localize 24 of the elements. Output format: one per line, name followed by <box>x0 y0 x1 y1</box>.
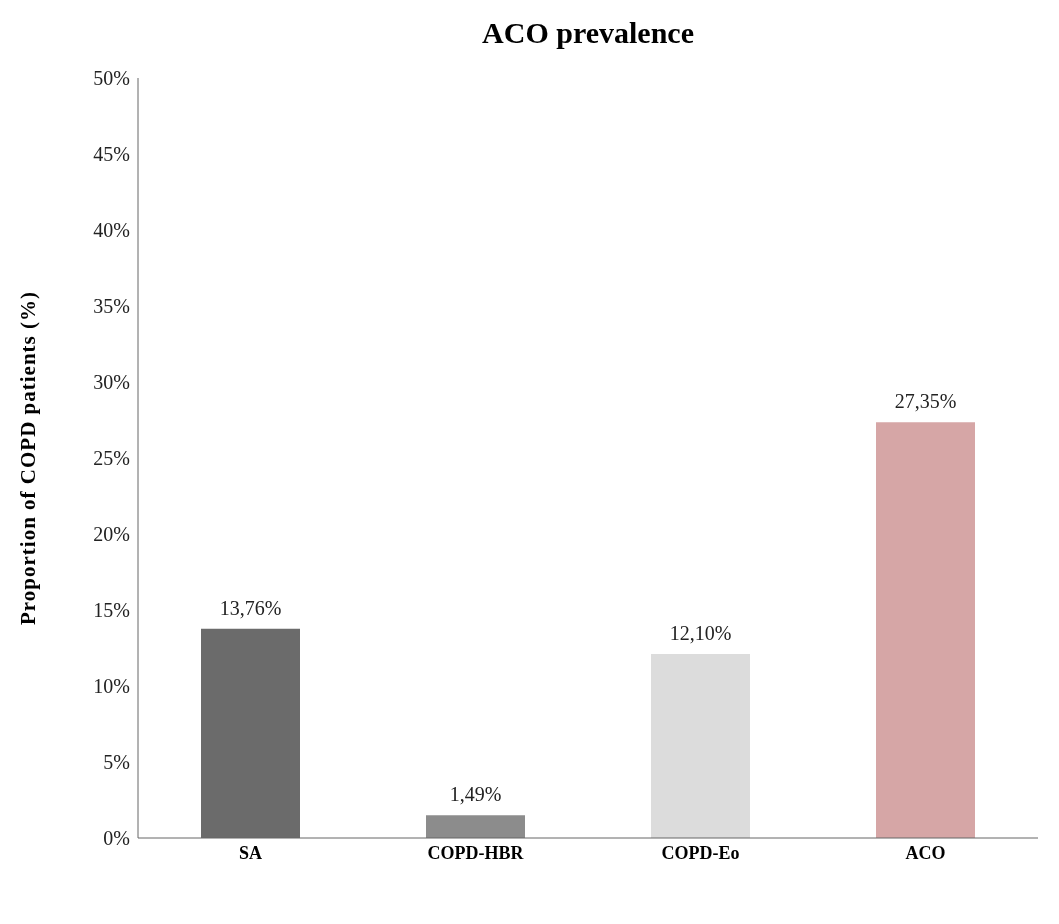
y-tick-label: 40% <box>93 219 130 242</box>
x-tick-label: COPD-HBR <box>427 842 525 863</box>
y-tick-label: 0% <box>103 827 130 850</box>
bar <box>651 654 750 838</box>
y-tick-label: 5% <box>103 751 130 774</box>
y-tick-label: 35% <box>93 295 130 318</box>
bar <box>876 422 975 838</box>
data-label: 1,49% <box>449 783 502 806</box>
y-tick-label: 50% <box>93 67 130 90</box>
y-tick-label: 25% <box>93 447 130 470</box>
x-tick-label: COPD-Eo <box>661 842 740 863</box>
chart-title: ACO prevalence <box>481 15 695 51</box>
y-tick-label: 10% <box>93 675 130 698</box>
y-tick-label: 45% <box>93 143 130 166</box>
y-axis-title: Proportion of COPD patients (%) <box>16 291 41 625</box>
bar <box>426 815 525 838</box>
data-label: 13,76% <box>219 596 282 619</box>
x-tick-label: SA <box>238 842 263 863</box>
y-tick-label: 15% <box>93 599 130 622</box>
x-tick-label: ACO <box>905 842 946 863</box>
data-label: 27,35% <box>894 390 957 413</box>
y-tick-label: 20% <box>93 523 130 546</box>
y-tick-label: 30% <box>93 371 130 394</box>
data-label: 12,10% <box>669 622 732 645</box>
